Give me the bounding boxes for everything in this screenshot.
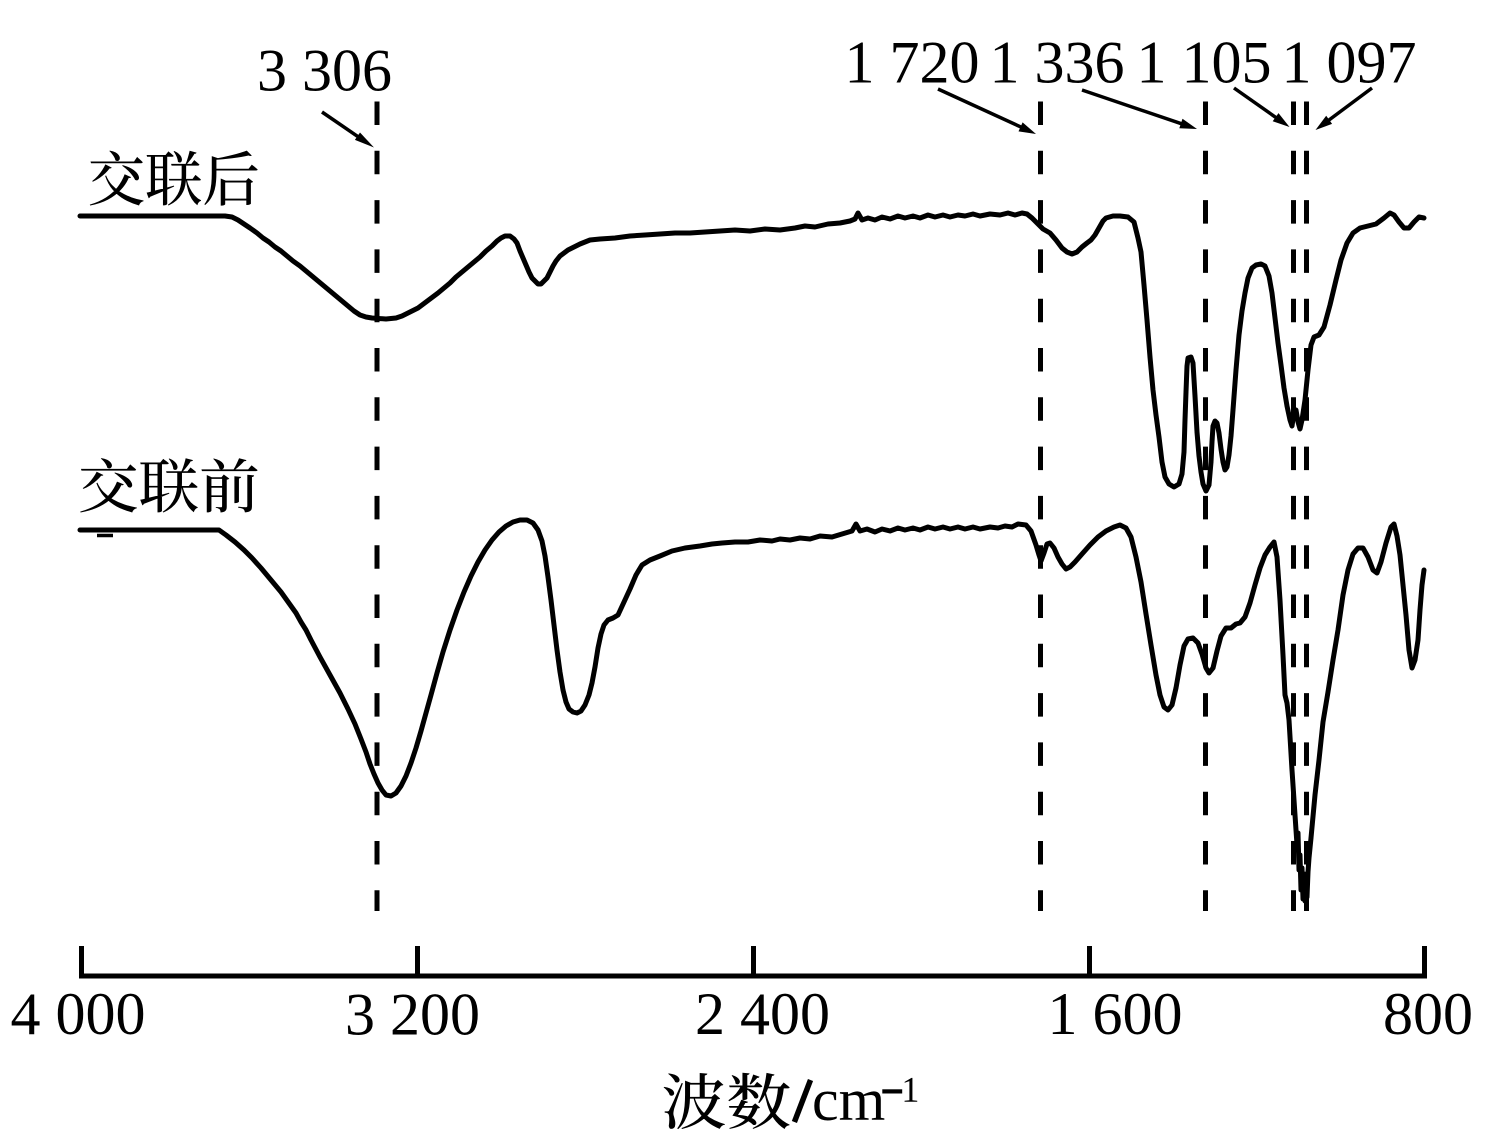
svg-text:3 306: 3 306	[257, 38, 392, 104]
svg-text:4 000: 4 000	[11, 981, 146, 1047]
svg-text:1 720: 1 720	[845, 29, 980, 95]
svg-text:1 600: 1 600	[1048, 981, 1183, 1047]
svg-text:3 200: 3 200	[345, 982, 480, 1048]
svg-text:2 400: 2 400	[695, 981, 830, 1047]
svg-text:1 097: 1 097	[1282, 29, 1417, 95]
svg-text:1 336: 1 336	[990, 29, 1125, 95]
svg-text:800: 800	[1383, 981, 1473, 1047]
svg-text:1 105: 1 105	[1137, 29, 1272, 95]
svg-text:cm: cm	[812, 1067, 885, 1133]
